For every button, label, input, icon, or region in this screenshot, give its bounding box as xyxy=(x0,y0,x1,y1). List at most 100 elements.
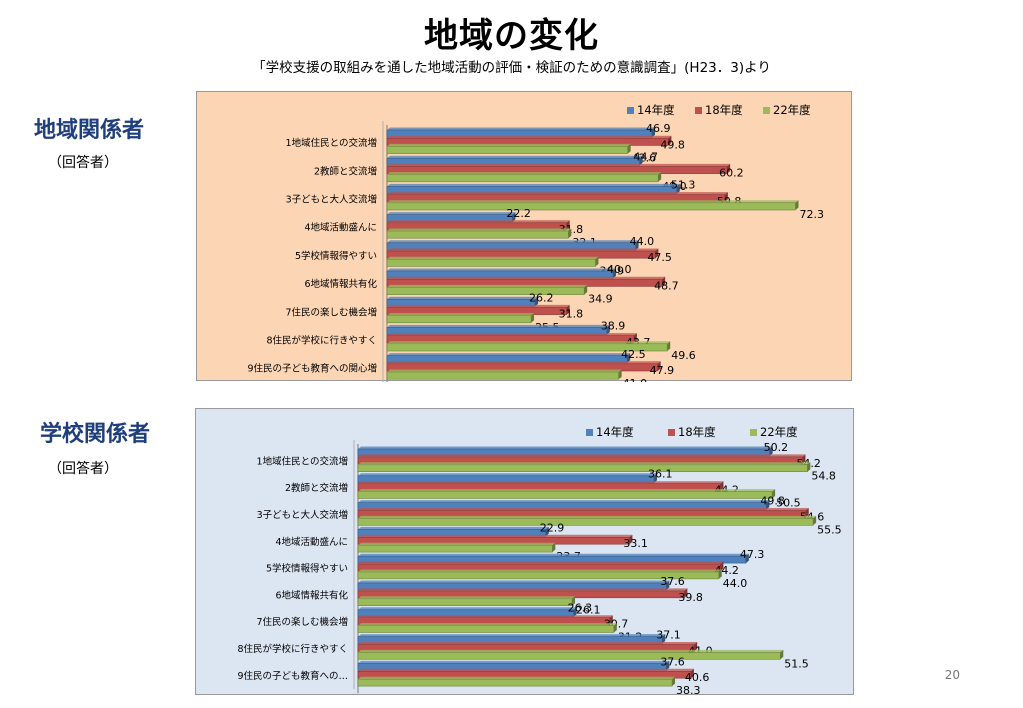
data-label: 54.8 xyxy=(811,470,836,483)
bar-side-face xyxy=(694,642,698,652)
category-label: 4地域活動盛んに xyxy=(275,536,348,548)
bar-top-face xyxy=(358,553,749,557)
section-title-community: 地域関係者 xyxy=(34,118,145,143)
bar-side-face xyxy=(727,163,731,174)
bar-side-face xyxy=(802,454,806,464)
bar-side-face xyxy=(639,155,643,166)
bar-top-face xyxy=(387,276,666,280)
data-label: 51.3 xyxy=(671,179,696,192)
bar-top-face xyxy=(358,489,776,492)
bar-top-face xyxy=(387,284,588,288)
category-label: 3子どもと大人交流増 xyxy=(257,509,348,521)
bar-side-face xyxy=(780,649,784,660)
bar xyxy=(357,678,673,687)
section-sub-community: （回答者） xyxy=(48,155,118,171)
bar xyxy=(386,258,596,267)
bar-side-face xyxy=(805,508,809,518)
section-title-school: 学校関係者 xyxy=(40,422,151,447)
bar-top-face xyxy=(358,580,670,583)
bar-top-face xyxy=(387,183,680,187)
bar-top-face xyxy=(358,676,676,680)
bar-side-face xyxy=(813,515,817,526)
bar-side-face xyxy=(613,268,616,279)
bar-side-face xyxy=(535,296,539,307)
data-label: 37.6 xyxy=(660,655,685,668)
data-label: 26.1 xyxy=(576,604,601,617)
bar-top-face xyxy=(387,127,655,130)
category-label: 8住民が学校に行きやすく xyxy=(237,643,348,655)
bar-side-face xyxy=(573,607,577,617)
bar xyxy=(357,544,553,553)
data-label: 40.6 xyxy=(685,671,710,684)
chart-school: 1地域住民との交流増50.254.254.82教師と交流増36.144.250.… xyxy=(237,425,841,696)
bar-side-face xyxy=(724,192,728,202)
data-label: 37.1 xyxy=(656,629,681,642)
bar-top-face xyxy=(358,515,817,519)
bar-top-face xyxy=(358,500,770,503)
bar-side-face xyxy=(666,660,670,671)
bar-top-face xyxy=(358,534,633,538)
bar-top-face xyxy=(387,200,799,203)
bar-top-face xyxy=(387,192,728,195)
bar-top-face xyxy=(387,248,659,251)
category-label: 5学校情報得やすい xyxy=(295,250,377,262)
bar-top-face xyxy=(358,623,617,626)
data-label: 37.6 xyxy=(660,575,685,588)
legend-label: 22年度 xyxy=(773,103,811,117)
bar-top-face xyxy=(358,642,698,645)
bar-top-face xyxy=(358,607,577,610)
bar-side-face xyxy=(552,542,556,553)
bar xyxy=(386,371,619,380)
bar-side-face xyxy=(654,473,658,483)
bar-side-face xyxy=(718,569,722,579)
data-label: 34.9 xyxy=(588,293,613,306)
data-label: 26.2 xyxy=(529,291,554,304)
category-label: 5学校情報得やすい xyxy=(266,563,348,575)
bar-top-face xyxy=(387,163,731,167)
data-label: 26.3 xyxy=(568,602,593,615)
data-label: 44.7 xyxy=(634,150,659,163)
bar-side-face xyxy=(568,228,572,239)
bar-top-face xyxy=(387,228,572,231)
bar-side-face xyxy=(606,324,610,335)
bar-top-face xyxy=(358,649,784,653)
category-label: 7住民の楽しむ機会増 xyxy=(285,306,377,318)
bar-side-face xyxy=(662,276,666,287)
bar-top-face xyxy=(358,660,670,664)
bar-side-face xyxy=(745,553,749,564)
legend-label: 18年度 xyxy=(678,425,716,439)
bar xyxy=(357,464,808,472)
bar-side-face xyxy=(684,588,688,598)
data-label: 49.6 xyxy=(671,349,696,362)
bar-top-face xyxy=(387,268,616,271)
category-label: 8住民が学校に行きやすく xyxy=(266,335,377,347)
category-label: 1地域住民との交流増 xyxy=(286,137,377,149)
bar xyxy=(386,230,569,239)
bar-top-face xyxy=(387,333,637,336)
data-label: 41.0 xyxy=(623,377,648,382)
category-label: 2教師と交流増 xyxy=(285,482,348,494)
page-number: 20 xyxy=(944,668,960,682)
slide-subtitle: 「学校支援の取組みを通した地域活動の評価・検証のための意識調査」(H23．3)よ… xyxy=(252,60,771,76)
bar-top-face xyxy=(358,446,773,449)
bar xyxy=(386,146,628,154)
bar-side-face xyxy=(613,623,617,633)
category-label: 1地域住民との交流増 xyxy=(257,455,348,467)
category-label: 6地域情報共有化 xyxy=(275,589,348,601)
bar-side-face xyxy=(807,462,811,472)
bar-top-face xyxy=(387,324,610,328)
bar-top-face xyxy=(358,668,694,672)
data-label: 38.3 xyxy=(676,684,701,696)
legend-label: 18年度 xyxy=(705,103,743,117)
bar-side-face xyxy=(666,580,670,590)
bar-side-face xyxy=(595,256,599,267)
bar-side-face xyxy=(667,341,671,351)
bar-top-face xyxy=(387,296,539,300)
bar xyxy=(386,315,532,324)
bar-top-face xyxy=(387,212,516,215)
legend-swatch xyxy=(627,107,634,114)
bar-top-face xyxy=(358,454,806,457)
data-label: 48.7 xyxy=(654,279,679,292)
bar-side-face xyxy=(668,135,672,146)
legend-label: 14年度 xyxy=(596,425,634,439)
